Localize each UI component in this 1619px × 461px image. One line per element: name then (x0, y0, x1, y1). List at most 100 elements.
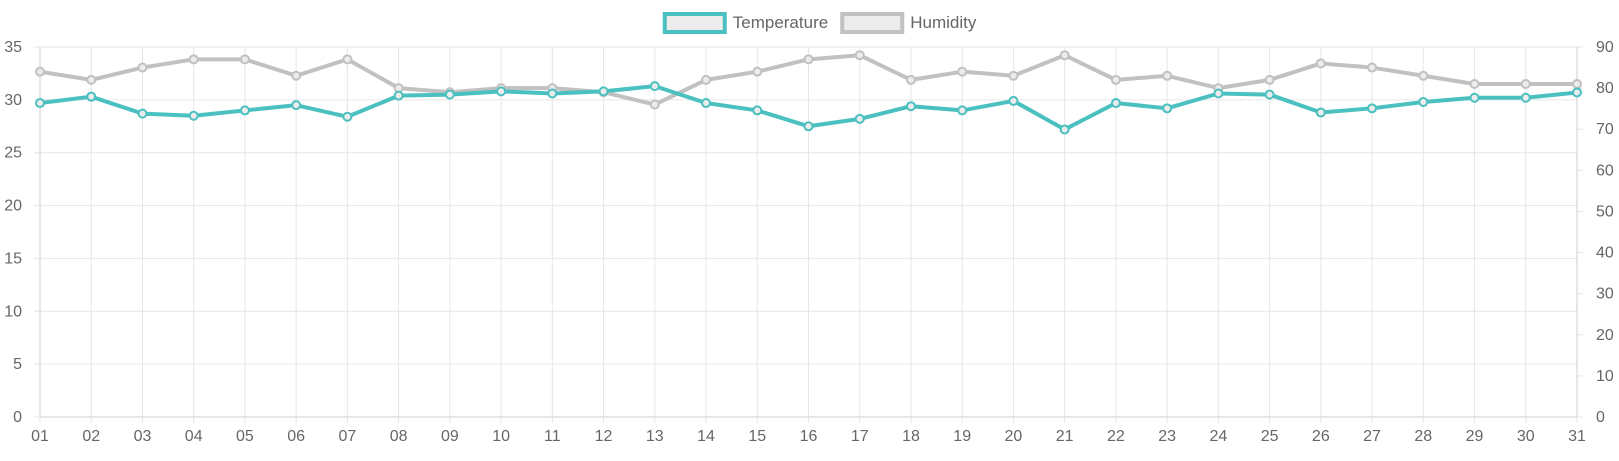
humidity-point[interactable] (1059, 50, 1070, 61)
temperature-point[interactable] (752, 105, 763, 116)
x-tick-label: 16 (800, 428, 818, 445)
x-tick-label: 31 (1568, 428, 1586, 445)
y-left-tick-label: 15 (4, 250, 22, 267)
humidity-point[interactable] (854, 50, 865, 61)
temperature-point[interactable] (1264, 89, 1275, 100)
humidity-point[interactable] (649, 99, 660, 110)
humidity-point[interactable] (342, 54, 353, 65)
temperature-point[interactable] (1572, 87, 1582, 98)
legend[interactable]: Temperature Humidity (662, 12, 977, 34)
temperature-point[interactable] (701, 98, 712, 109)
temperature-point[interactable] (1418, 96, 1429, 107)
humidity-point[interactable] (1110, 74, 1121, 85)
temperature-point[interactable] (444, 89, 455, 100)
humidity-point[interactable] (1264, 74, 1275, 85)
humidity-point[interactable] (1008, 70, 1019, 81)
temperature-point[interactable] (547, 88, 558, 99)
grid-lines (34, 46, 1578, 423)
axes: 01 02 03 04 05 06 07 08 09 10 11 12 13 14 15 16 17 18 19 20… (4, 39, 1614, 445)
x-tick-label: 23 (1158, 428, 1176, 445)
y-right-tick-label: 60 (1596, 162, 1614, 179)
legend-label-temperature: Temperature (733, 13, 828, 32)
y-left-tick-label: 10 (4, 303, 22, 320)
temperature-point[interactable] (291, 100, 302, 111)
temperature-point[interactable] (1008, 95, 1019, 106)
humidity-point[interactable] (86, 74, 97, 85)
legend-label-humidity: Humidity (910, 13, 977, 32)
y-right-tick-label: 50 (1596, 203, 1614, 220)
x-tick-label: 22 (1107, 428, 1125, 445)
temperature-point[interactable] (496, 86, 507, 97)
x-tick-label: 09 (441, 428, 459, 445)
humidity-point[interactable] (188, 54, 199, 65)
temperature-point[interactable] (649, 81, 660, 92)
temperature-point[interactable] (1367, 103, 1378, 114)
temperature-point[interactable] (905, 101, 916, 112)
x-tick-label: 02 (82, 428, 100, 445)
x-tick-label: 12 (595, 428, 613, 445)
humidity-point[interactable] (1520, 79, 1531, 89)
temperature-point[interactable] (1520, 92, 1531, 103)
temperature-point[interactable] (393, 90, 404, 101)
temperature-point[interactable] (1110, 98, 1121, 109)
x-tick-label: 01 (31, 428, 49, 445)
humidity-point[interactable] (1469, 79, 1480, 89)
y-right-tick-label: 10 (1596, 368, 1614, 385)
humidity-point[interactable] (239, 54, 250, 65)
y-left-tick-label: 35 (4, 39, 22, 56)
humidity-point[interactable] (752, 66, 763, 77)
humidity-point[interactable] (957, 66, 968, 77)
legend-swatch-humidity (840, 12, 905, 34)
x-tick-label: 08 (390, 428, 408, 445)
y-left-tick-label: 25 (4, 145, 22, 162)
temperature-point[interactable] (1213, 88, 1224, 99)
temperature-point[interactable] (854, 113, 865, 124)
temperature-point[interactable] (803, 121, 814, 132)
humidity-point[interactable] (137, 62, 148, 73)
x-tick-label: 13 (646, 428, 664, 445)
y-left-tick-label: 0 (13, 409, 22, 426)
temperature-point[interactable] (1059, 124, 1070, 135)
humidity-point[interactable] (35, 66, 45, 77)
temperature-point[interactable] (35, 98, 45, 109)
temperature-point[interactable] (1162, 103, 1173, 114)
humidity-point[interactable] (1418, 70, 1429, 81)
temperature-point[interactable] (342, 111, 353, 122)
y-left-tick-label: 30 (4, 92, 22, 109)
temperature-point[interactable] (1315, 107, 1326, 118)
humidity-point[interactable] (291, 70, 302, 81)
x-tick-label: 21 (1056, 428, 1074, 445)
x-tick-label: 30 (1517, 428, 1535, 445)
temperature-point[interactable] (239, 105, 250, 116)
temperature-point[interactable] (598, 86, 609, 97)
legend-item-humidity[interactable]: Humidity (840, 12, 977, 34)
x-tick-label: 10 (492, 428, 510, 445)
x-tick-label: 24 (1209, 428, 1227, 445)
x-tick-label: 14 (697, 428, 715, 445)
y-right-tick-label: 20 (1596, 327, 1614, 344)
x-tick-label: 11 (544, 428, 561, 445)
x-tick-label: 07 (339, 428, 357, 445)
humidity-point[interactable] (1162, 70, 1173, 81)
legend-item-temperature[interactable]: Temperature (662, 12, 828, 34)
humidity-point[interactable] (701, 74, 712, 85)
humidity-point[interactable] (803, 54, 814, 65)
temperature-point[interactable] (1469, 92, 1480, 103)
y-right-tick-label: 0 (1596, 409, 1605, 426)
temperature-point[interactable] (957, 105, 968, 116)
humidity-point[interactable] (905, 74, 916, 85)
humidity-point[interactable] (1572, 79, 1582, 89)
y-right-tick-label: 40 (1596, 245, 1614, 262)
temperature-point[interactable] (137, 108, 148, 119)
humidity-point[interactable] (1367, 62, 1378, 73)
humidity-point[interactable] (1315, 58, 1326, 69)
y-left-tick-label: 20 (4, 198, 22, 215)
x-tick-label: 29 (1466, 428, 1484, 445)
temperature-point[interactable] (188, 110, 199, 121)
x-tick-label: 15 (748, 428, 766, 445)
y-right-tick-label: 80 (1596, 80, 1614, 97)
x-tick-label: 28 (1414, 428, 1432, 445)
temperature-point[interactable] (86, 91, 97, 102)
